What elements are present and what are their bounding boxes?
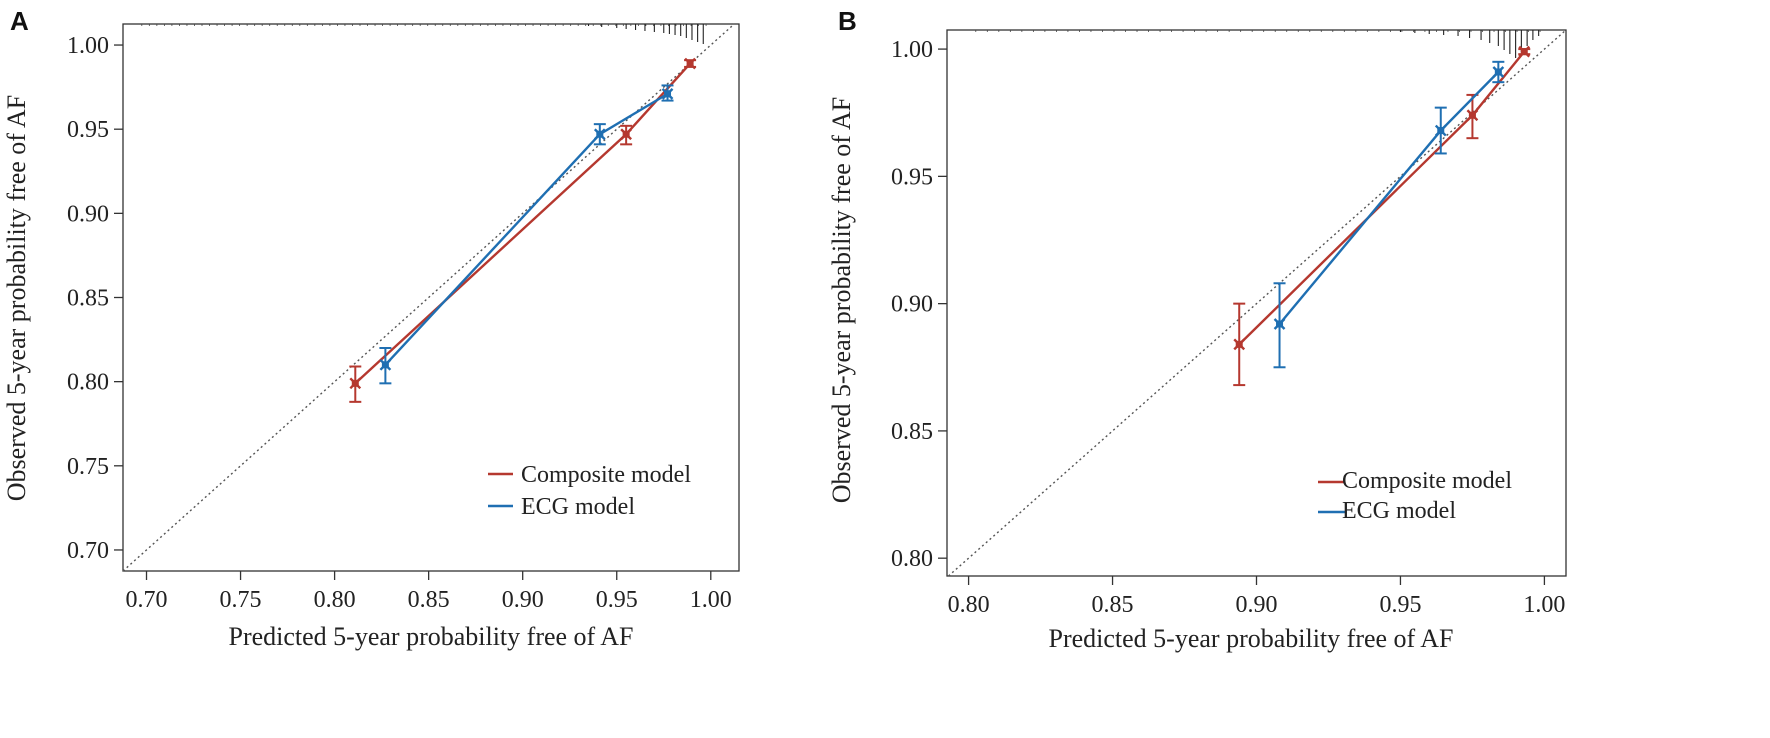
panel-a-y-tick-label: 0.70 — [67, 538, 109, 564]
panel-b-y-ticks: 0.80 0.85 0.90 0.95 1.00 — [891, 37, 947, 572]
panel-b-x-axis-title: Predicted 5-year probability free of AF — [1048, 624, 1453, 653]
panel-b-reference-line — [947, 29, 1567, 577]
panel-a-ecg-point-marker — [664, 90, 672, 98]
panel-b-x-ticks: 0.80 0.85 0.90 0.95 1.00 — [948, 576, 1565, 618]
panel-b-ecg-point-marker — [1276, 320, 1284, 328]
panel-b-x-tick-label: 0.90 — [1236, 592, 1278, 618]
panel-a-y-tick-label: 0.95 — [67, 117, 109, 143]
panel-a-reference-line — [122, 23, 735, 572]
panel-a: A 0.70 0.75 0.80 0.85 0.90 0.95 1.00 0.700.750… — [2, 6, 740, 651]
panel-b-y-tick-label: 1.00 — [891, 37, 933, 63]
panel-a-y-axis-title: Observed 5-year probability free of AF — [2, 95, 31, 501]
panel-b-composite-line — [1238, 50, 1526, 346]
panel-a-y-tick-label: 0.90 — [67, 201, 109, 227]
panel-a-rug — [141, 24, 707, 44]
panel-a-x-tick-label: 0.85 — [408, 587, 450, 613]
panel-a-composite-point-marker — [351, 379, 359, 387]
panel-a-composite-point-marker — [686, 60, 694, 68]
panel-b-legend-label-ecg: ECG model — [1342, 498, 1456, 524]
panel-a-legend-label-composite: Composite model — [521, 462, 691, 488]
panel-b-ecg-point-marker — [1437, 127, 1445, 135]
panel-a-series — [349, 57, 697, 403]
panel-a-x-tick-label: 0.75 — [220, 587, 262, 613]
panel-b-ecg-point-marker — [1494, 68, 1502, 76]
panel-a-legend: Composite model ECG model — [488, 462, 691, 520]
panel-b-composite-point-marker — [1520, 48, 1528, 56]
panel-a-y-tick-label: 0.80 — [67, 370, 109, 396]
panel-a-x-tick-label: 0.95 — [596, 587, 638, 613]
panel-a-x-tick-label: 1.00 — [690, 587, 732, 613]
panel-b-y-tick-label: 0.90 — [891, 292, 933, 318]
panel-b-y-tick-label: 0.85 — [891, 419, 933, 445]
panel-a-y-ticks: 0.70 0.75 0.80 0.85 0.90 0.95 1.00 — [67, 33, 123, 564]
panel-b-rug — [975, 30, 1541, 58]
panel-a-y-tick-label: 1.00 — [67, 33, 109, 59]
panel-b-composite-point-marker — [1468, 111, 1476, 119]
panel-a-x-axis-title: Predicted 5-year probability free of AF — [228, 622, 633, 651]
panel-a-composite-point-marker — [622, 130, 630, 138]
panel-b-series — [1233, 45, 1531, 387]
panel-a-x-tick-label: 0.80 — [314, 587, 356, 613]
panel-b-x-tick-label: 0.95 — [1379, 592, 1421, 618]
panel-b-x-tick-label: 0.85 — [1092, 592, 1134, 618]
panel-b-legend: Composite model ECG model — [1318, 468, 1512, 524]
panel-b-composite-point-marker — [1235, 340, 1243, 348]
panel-a-x-tick-label: 0.90 — [502, 587, 544, 613]
panel-b-x-tick-label: 1.00 — [1523, 592, 1565, 618]
panel-a-legend-label-ecg: ECG model — [521, 494, 635, 520]
panel-b: B 0.80 0.85 0.90 0.95 1.00 0.80 0.85 0.90 0.95 1… — [827, 6, 1567, 653]
panel-a-y-tick-label: 0.85 — [67, 286, 109, 312]
panel-a-y-tick-label: 0.75 — [67, 454, 109, 480]
panel-a-x-ticks: 0.70 0.75 0.80 0.85 0.90 0.95 1.00 — [126, 571, 732, 613]
panel-a-letter: A — [10, 6, 29, 36]
panel-b-y-tick-label: 0.95 — [891, 164, 933, 190]
panel-b-y-tick-label: 0.80 — [891, 546, 933, 572]
panel-b-letter: B — [838, 6, 857, 36]
panel-a-ecg-point-marker — [596, 130, 604, 138]
panel-b-legend-label-composite: Composite model — [1342, 468, 1512, 494]
panel-a-ecg-point-marker — [381, 361, 389, 369]
panel-b-y-axis-title: Observed 5-year probability free of AF — [827, 97, 856, 503]
panel-b-x-tick-label: 0.80 — [948, 592, 990, 618]
panel-a-x-tick-label: 0.70 — [126, 587, 168, 613]
